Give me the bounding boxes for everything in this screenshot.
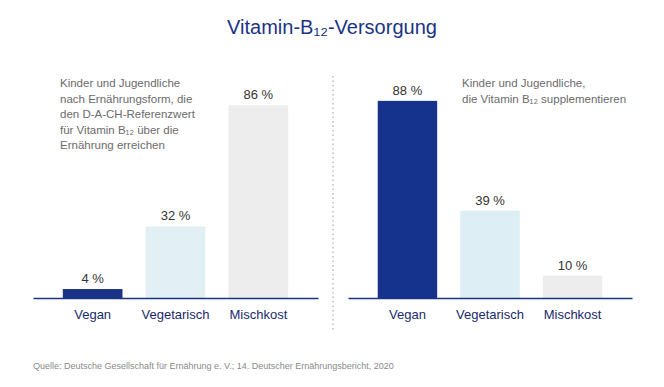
bar [460, 211, 519, 298]
tick: Vegan [74, 298, 111, 322]
title: Vitamin-B₁₂-Versorgung [227, 16, 437, 38]
tick-label: Vegan [389, 307, 426, 322]
bar [543, 276, 602, 298]
bars [63, 105, 288, 298]
axis-line [349, 298, 633, 300]
x-axis: Vegan Vegetarisch Mischkost [349, 298, 633, 322]
subtitle-line: die Vitamin B₁₂ supplementieren [462, 93, 626, 105]
data-labels: 88 % 39 % 10 % [393, 83, 588, 273]
subtitle-line: den D-A-CH-Referenzwert [60, 108, 196, 120]
bars [378, 101, 603, 298]
tick: Mischkost [544, 298, 602, 322]
tick-label: Mischkost [544, 307, 602, 322]
x-axis: Vegan Vegetarisch Mischkost [34, 298, 319, 322]
data-labels: 4 % 32 % 86 % [81, 87, 273, 286]
source: Quelle: Deutsche Gesellschaft für Ernähr… [33, 361, 394, 371]
axis-line [34, 298, 319, 300]
subtitle-line: Kinder und Jugendliche [60, 77, 180, 89]
subtitle-line: Ernährung erreichen [60, 139, 165, 151]
subtitle: Kinder und Jugendliche nach Ernährungsfor… [60, 77, 196, 151]
tick: Vegetarisch [142, 298, 210, 322]
bar [63, 289, 123, 298]
tick-label: Vegetarisch [142, 307, 210, 322]
subtitle-line: für Vitamin B₁₂ über die [60, 124, 179, 136]
tick-label: Vegan [74, 307, 111, 322]
bar-panel: Kinder und Jugendliche, die Vitamin B₁₂ s… [349, 77, 633, 322]
data-label: 32 % [161, 208, 191, 223]
bar [378, 101, 437, 298]
bar [229, 105, 289, 298]
data-label: 39 % [475, 193, 505, 208]
tick-label: Vegetarisch [456, 307, 524, 322]
data-label: 86 % [244, 87, 274, 102]
bar [146, 226, 206, 298]
subtitle-line: nach Ernährungsform, die [60, 93, 192, 105]
subtitle: Kinder und Jugendliche, die Vitamin B₁₂ s… [462, 77, 626, 105]
tick: Mischkost [229, 298, 287, 322]
tick-label: Mischkost [229, 307, 287, 322]
data-label: 88 % [393, 83, 423, 98]
tick: Vegetarisch [456, 298, 524, 322]
subtitle-line: Kinder und Jugendliche, [462, 77, 585, 89]
bar-panel: Kinder und Jugendliche nach Ernährungsfor… [34, 77, 319, 322]
separator [333, 76, 334, 330]
data-label: 4 % [81, 271, 104, 286]
data-label: 10 % [558, 258, 588, 273]
chart-root: Vitamin-B₁₂-Versorgung Kinder und Jugendl… [0, 0, 664, 387]
tick: Vegan [389, 298, 426, 322]
